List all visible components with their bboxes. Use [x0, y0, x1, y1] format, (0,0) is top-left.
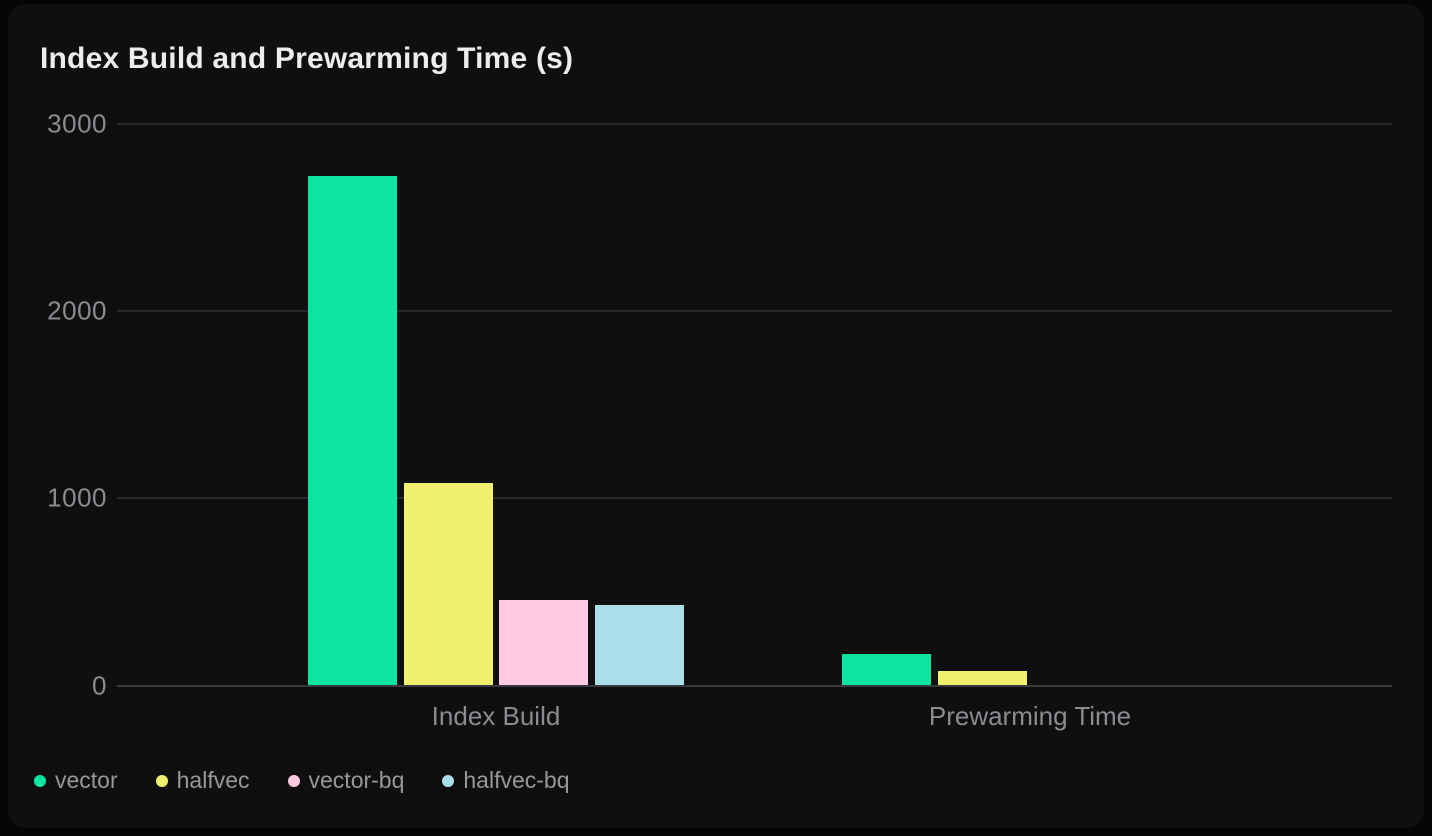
legend-label: vector-bq: [308, 767, 405, 793]
x-axis-label: Index Build: [431, 701, 561, 731]
legend-label: halfvec-bq: [463, 767, 570, 793]
y-tick-label: 0: [92, 670, 107, 700]
legend-marker-icon: [155, 774, 168, 787]
gridline-3000: [117, 122, 1392, 125]
x-axis-line: [117, 684, 1392, 687]
gridline-1000: [117, 497, 1392, 500]
bar-vector-bq-index-build: [499, 600, 589, 686]
chart-card: Index Build and Prewarming Time (s) 0 100…: [8, 4, 1424, 828]
legend-item-halfvec-bq[interactable]: halfvec-bq: [442, 767, 570, 794]
bar-vector-prewarming-time: [842, 653, 932, 686]
y-tick-label: 2000: [47, 295, 107, 326]
gridline-2000: [117, 310, 1392, 313]
plot-area: 0 1000 2000 3000 Index Build Prewarming Time: [8, 4, 1424, 828]
x-axis-label: Prewarming Time: [928, 701, 1132, 731]
bar-halfvec-bq-index-build: [594, 605, 684, 686]
legend-marker-icon: [34, 774, 46, 787]
y-tick-label: 1000: [47, 482, 107, 513]
legend: vector halfvec vector-bq halfvec-bq: [34, 767, 570, 794]
chart-title: Index Build and Prewarming Time (s): [40, 42, 574, 75]
legend-item-vector[interactable]: vector: [34, 767, 118, 794]
y-tick-label: 3000: [47, 108, 107, 139]
bar-halfvec-index-build: [403, 483, 493, 686]
legend-marker-icon: [442, 774, 455, 787]
legend-item-vector-bq[interactable]: vector-bq: [287, 767, 405, 794]
legend-label: vector: [55, 767, 118, 793]
legend-label: halfvec: [176, 767, 250, 793]
bar-vector-index-build: [308, 176, 398, 686]
legend-item-halfvec[interactable]: halfvec: [155, 767, 250, 794]
legend-marker-icon: [287, 774, 300, 787]
bar-halfvec-prewarming-time: [937, 671, 1027, 686]
